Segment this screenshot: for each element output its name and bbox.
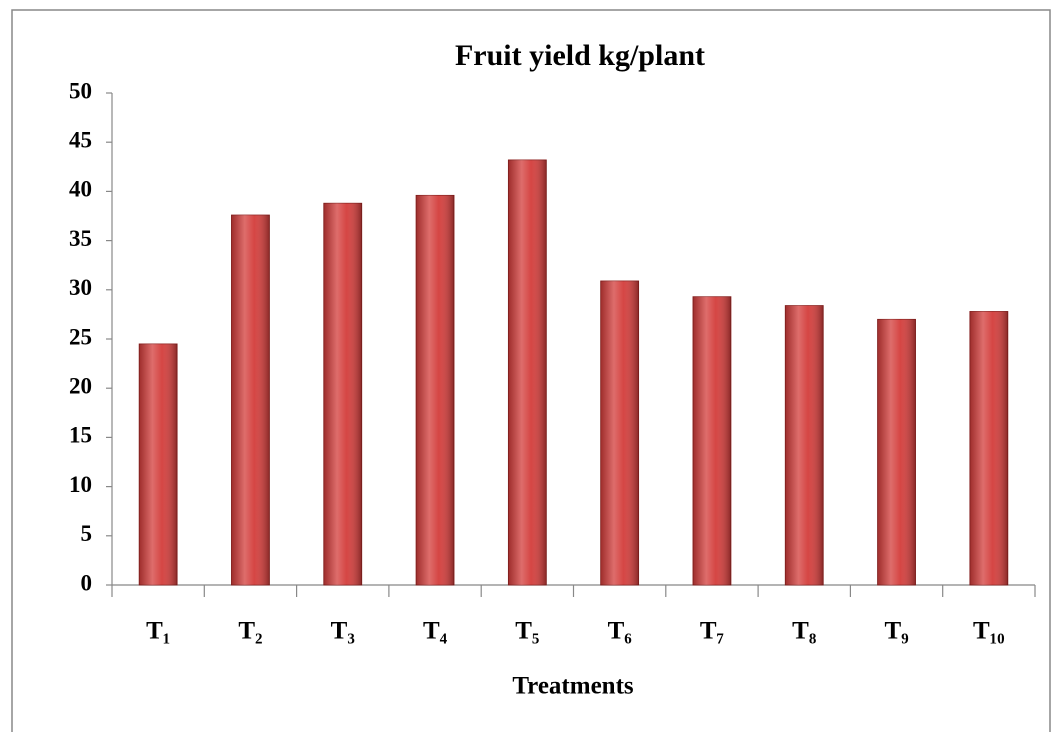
x-tick-label: T₈	[792, 618, 816, 645]
y-tick-label: 35	[69, 226, 92, 251]
bar-shade	[877, 319, 916, 585]
bar-shade	[785, 305, 824, 585]
x-tick-label: T₇	[700, 618, 724, 645]
y-tick-label: 25	[69, 324, 92, 349]
y-tick-label: 40	[69, 177, 92, 202]
chart-frame	[11, 9, 1051, 732]
chart-title: Fruit yield kg/plant	[455, 39, 705, 72]
bar-shade	[969, 311, 1008, 585]
bar-shade	[692, 296, 731, 585]
x-tick-label: T₉	[884, 618, 909, 645]
bar-shade	[139, 343, 178, 585]
y-tick-label: 20	[69, 373, 92, 398]
x-tick-label: T₃	[331, 618, 355, 645]
y-tick-label: 45	[69, 127, 92, 152]
bar-shade	[231, 215, 270, 586]
y-tick-label: 10	[69, 472, 92, 497]
x-tick-label: T₄	[423, 618, 448, 645]
y-tick-label: 0	[81, 570, 93, 595]
x-tick-label: T₅	[515, 618, 539, 645]
y-tick-label: 30	[69, 275, 92, 300]
y-tick-label: 15	[69, 423, 92, 448]
bar-shade	[508, 159, 547, 586]
y-tick-label: 50	[69, 78, 92, 103]
x-tick-label: T₁	[146, 618, 170, 645]
x-tick-label: T₂	[238, 618, 262, 645]
x-tick-label: T₁₀	[973, 618, 1005, 645]
x-axis-label: Treatments	[512, 673, 634, 700]
bar-shade	[600, 280, 639, 585]
bar-shade	[416, 195, 455, 585]
bar-shade	[323, 203, 362, 585]
x-tick-label: T₆	[608, 618, 633, 645]
y-tick-label: 5	[81, 521, 93, 546]
